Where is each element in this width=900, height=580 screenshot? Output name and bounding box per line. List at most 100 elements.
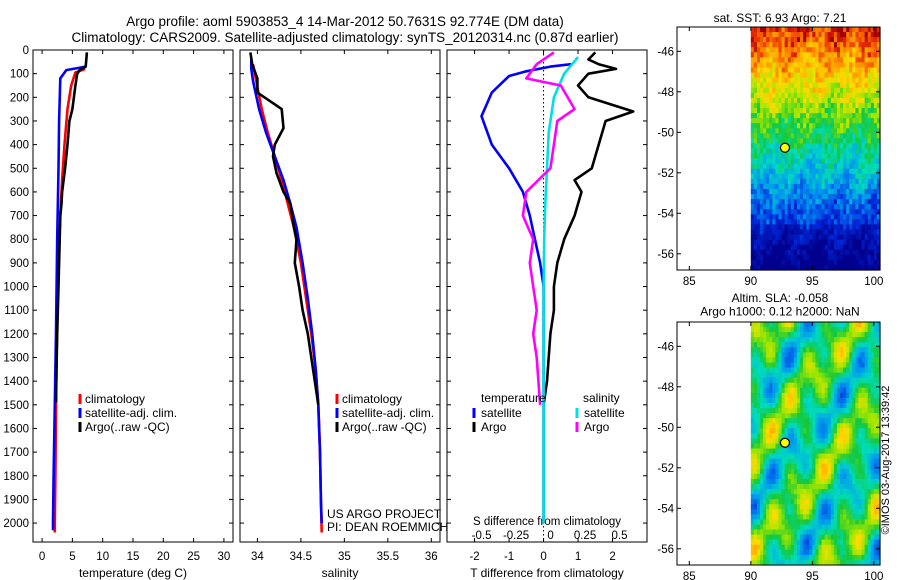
heatmap-cell — [861, 249, 866, 256]
heatmap-cell — [750, 489, 755, 495]
heatmap-cell — [840, 92, 844, 99]
heatmap-cell — [750, 173, 755, 180]
heatmap-cell — [824, 214, 829, 220]
heatmap-cell — [775, 382, 780, 389]
difference-legend-label: Argo — [584, 420, 610, 434]
heatmap-cell — [858, 443, 863, 450]
heatmap-cell — [852, 352, 856, 359]
heatmap-cell — [830, 362, 835, 369]
heatmap-cell — [833, 259, 838, 266]
heatmap-cell — [836, 387, 841, 394]
heatmap-cell — [809, 463, 813, 470]
heatmap-cell — [790, 67, 795, 74]
heatmap-cell — [827, 194, 832, 200]
heatmap-cell — [763, 153, 767, 160]
heatmap-cell — [763, 347, 767, 353]
heatmap-cell — [840, 438, 844, 445]
heatmap-cell — [750, 514, 755, 521]
heatmap-cell — [812, 259, 817, 266]
heatmap-cell — [772, 327, 777, 333]
heatmap-cell — [846, 199, 850, 205]
heatmap-cell — [815, 534, 820, 541]
heatmap-cell — [843, 259, 847, 266]
heatmap-cell — [775, 332, 780, 338]
heatmap-cell — [812, 138, 817, 145]
heatmap-cell — [787, 367, 792, 374]
heatmap-cell — [815, 239, 820, 246]
heatmap-cell — [790, 32, 795, 38]
heatmap-cell — [763, 108, 767, 114]
heatmap-cell — [818, 214, 823, 220]
heatmap-cell — [830, 327, 835, 333]
heatmap-cell — [876, 118, 881, 124]
depth-tick-label: 400 — [10, 140, 29, 152]
heatmap-cell — [772, 549, 777, 556]
depth-tick-label: 1700 — [3, 447, 29, 459]
heatmap-cell — [778, 559, 783, 566]
heatmap-cell — [815, 52, 820, 58]
heatmap-cell — [775, 372, 780, 379]
heatmap-cell — [750, 554, 755, 561]
heatmap-cell — [827, 327, 832, 333]
heatmap-cell — [824, 453, 829, 460]
heatmap-cell — [843, 118, 847, 124]
heatmap-cell — [812, 342, 817, 348]
heatmap-cell — [772, 403, 777, 409]
heatmap-cell — [800, 148, 804, 155]
sst_map-ytick-label: -48 — [657, 87, 674, 99]
heatmap-cell — [864, 92, 869, 99]
heatmap-cell — [781, 489, 786, 495]
heatmap-cell — [830, 133, 835, 139]
heatmap-cell — [790, 387, 795, 394]
heatmap-cell — [806, 448, 810, 455]
heatmap-cell — [843, 57, 847, 64]
heatmap-cell — [864, 382, 869, 389]
heatmap-cell — [772, 519, 777, 526]
heatmap-cell — [836, 372, 841, 379]
heatmap-cell — [864, 554, 869, 561]
heatmap-cell — [812, 554, 817, 561]
heatmap-cell — [800, 143, 804, 150]
heatmap-cell — [784, 468, 789, 475]
heatmap-cell — [772, 224, 777, 231]
heatmap-cell — [793, 163, 798, 170]
heatmap-cell — [821, 133, 826, 139]
heatmap-cell — [806, 244, 810, 251]
heatmap-cell — [873, 433, 878, 440]
heatmap-cell — [772, 504, 777, 510]
heatmap-cell — [815, 408, 820, 414]
heatmap-cell — [753, 42, 758, 48]
heatmap-cell — [796, 204, 801, 210]
heatmap-cell — [830, 443, 835, 450]
heatmap-cell — [861, 504, 866, 510]
heatmap-cell — [870, 178, 875, 185]
heatmap-cell — [876, 468, 881, 475]
heatmap-cell — [861, 514, 866, 521]
heatmap-cell — [830, 92, 835, 99]
heatmap-cell — [876, 357, 881, 364]
heatmap-cell — [855, 357, 860, 364]
heatmap-cell — [855, 57, 860, 64]
heatmap-cell — [806, 128, 810, 134]
heatmap-cell — [836, 219, 841, 226]
heatmap-cell — [790, 214, 795, 220]
heatmap-cell — [840, 408, 844, 414]
sla_map-ytick-label: -50 — [657, 422, 674, 434]
heatmap-cell — [830, 32, 835, 38]
heatmap-cell — [843, 224, 847, 231]
heatmap-cell — [824, 554, 829, 561]
heatmap-cell — [812, 42, 817, 48]
heatmap-cell — [870, 322, 875, 328]
heatmap-cell — [812, 337, 817, 343]
heatmap-cell — [809, 544, 813, 551]
heatmap-cell — [840, 468, 844, 475]
heatmap-cell — [775, 189, 780, 195]
heatmap-cell — [858, 352, 863, 359]
heatmap-cell — [772, 52, 777, 58]
heatmap-cell — [852, 499, 856, 505]
heatmap-cell — [815, 77, 820, 84]
heatmap-cell — [855, 387, 860, 394]
heatmap-cell — [790, 239, 795, 246]
heatmap-cell — [756, 82, 761, 89]
